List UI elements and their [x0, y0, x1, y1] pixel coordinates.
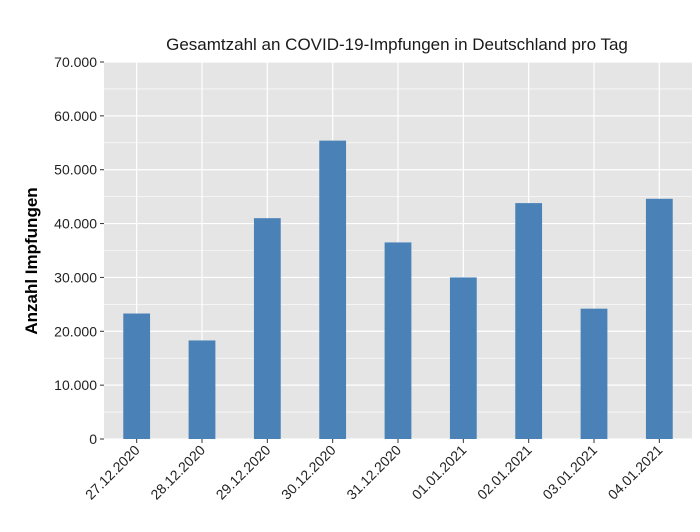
bar-02.01.2021 — [515, 203, 543, 439]
x-tick-label: 27.12.2020 — [82, 442, 143, 503]
x-tick-label: 28.12.2020 — [147, 442, 208, 503]
bar-27.12.2020 — [123, 313, 151, 439]
y-tick-label: 0 — [89, 431, 97, 447]
y-tick-label: 20.000 — [54, 323, 97, 339]
bar-30.12.2020 — [319, 140, 347, 440]
x-tick-label: 29.12.2020 — [213, 442, 274, 503]
y-tick-label: 50.000 — [54, 162, 97, 178]
x-tick-label: 30.12.2020 — [278, 442, 339, 503]
chart-title: Gesamtzahl an COVID-19-Impfungen in Deut… — [166, 35, 628, 54]
y-tick-label: 30.000 — [54, 269, 97, 285]
bar-03.01.2021 — [580, 308, 608, 439]
bar-01.01.2021 — [449, 277, 477, 439]
bar-31.12.2020 — [384, 242, 412, 439]
x-tick-label: 03.01.2021 — [539, 442, 600, 503]
bar-04.01.2021 — [645, 198, 673, 439]
bar-28.12.2020 — [188, 340, 216, 439]
x-tick-label: 31.12.2020 — [343, 442, 404, 503]
x-axis: 27.12.2020 28.12.2020 29.12.2020 30.12.2020… — [82, 439, 666, 503]
y-tick-label: 60.000 — [54, 108, 97, 124]
y-axis: 0 10.000 20.000 30.000 40.000 50.000 60.000 70.… — [54, 54, 104, 447]
x-tick-label: 01.01.2021 — [409, 442, 470, 503]
y-tick-label: 40.000 — [54, 216, 97, 232]
x-tick-label: 04.01.2021 — [605, 442, 666, 503]
x-tick-label: 02.01.2021 — [474, 442, 535, 503]
bar-29.12.2020 — [253, 218, 281, 439]
y-tick-label: 10.000 — [54, 377, 97, 393]
y-axis-label: Anzahl Impfungen — [22, 187, 41, 334]
bars — [123, 140, 673, 440]
y-tick-label: 70.000 — [54, 54, 97, 70]
